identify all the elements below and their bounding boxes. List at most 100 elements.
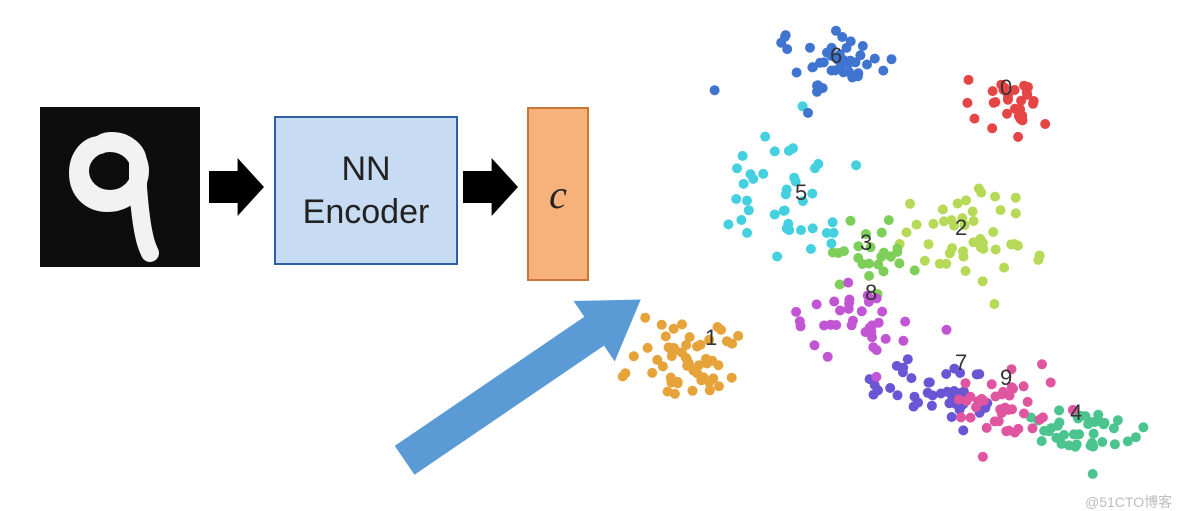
scatter-dot	[772, 252, 782, 262]
cluster-label: 9	[1000, 365, 1012, 390]
scatter-dot	[716, 325, 726, 335]
scatter-dot	[853, 71, 863, 81]
svg-overlay: 6052381794	[0, 0, 1184, 511]
scatter-dot	[910, 265, 920, 275]
pointer-arrow-icon	[395, 300, 640, 474]
scatter-dot	[990, 97, 1000, 107]
scatter-dot	[1016, 96, 1026, 106]
scatter-dot	[991, 245, 1001, 255]
scatter-dot	[710, 85, 720, 95]
scatter-dot	[877, 307, 887, 317]
scatter-dot	[1019, 381, 1029, 391]
scatter-dot	[845, 56, 855, 66]
scatter-dot	[999, 263, 1009, 273]
scatter-dot	[643, 343, 653, 353]
scatter-dot	[927, 401, 937, 411]
scatter-dot	[920, 256, 930, 266]
scatter-dot	[813, 159, 823, 169]
scatter-dot	[839, 246, 849, 256]
scatter-dot	[807, 189, 817, 199]
scatter-dot	[1007, 404, 1017, 414]
scatter-dot	[791, 307, 801, 317]
scatter-dot	[982, 423, 992, 433]
scatter-dot	[640, 313, 650, 323]
scatter-dot	[1028, 423, 1038, 433]
scatter-dot	[974, 369, 984, 379]
scatter-dot	[988, 227, 998, 237]
flow-arrow-icon	[463, 158, 518, 216]
scatter-dot	[796, 225, 806, 235]
scatter-dot	[813, 80, 823, 90]
scatter-dot	[714, 381, 724, 391]
scatter-dot	[858, 41, 868, 51]
scatter-dot	[978, 276, 988, 286]
scatter-dot	[923, 388, 933, 398]
scatter-dot	[1100, 418, 1110, 428]
scatter-dot	[924, 378, 934, 388]
cluster-label: 8	[865, 280, 877, 305]
scatter-dot	[782, 185, 792, 195]
scatter-dot	[1035, 251, 1045, 261]
scatter-dot	[956, 412, 966, 422]
scatter-dot	[826, 238, 836, 248]
watermark-text: @51CTO博客	[1085, 492, 1172, 511]
scatter-dot	[879, 266, 889, 276]
cluster-label: 7	[955, 350, 967, 375]
scatter-dot	[701, 354, 711, 364]
scatter-dot	[1093, 410, 1103, 420]
scatter-dot	[987, 379, 997, 389]
scatter-dot	[1013, 132, 1023, 142]
scatter-dot	[779, 206, 789, 216]
scatter-dot	[770, 210, 780, 220]
scatter-dot	[1038, 412, 1048, 422]
scatter-dot	[958, 425, 968, 435]
scatter-dot	[1074, 429, 1084, 439]
scatter-dot	[903, 354, 913, 364]
scatter-dot	[736, 215, 746, 225]
scatter-dot	[652, 355, 662, 365]
scatter-dot	[961, 266, 971, 276]
cluster-label: 6	[830, 43, 842, 68]
scatter-dot	[1097, 437, 1107, 447]
diagram-stage: NN Encoder c 6052381794 @51CTO博客	[0, 0, 1184, 511]
scatter-dot	[1015, 104, 1025, 114]
scatter-dot	[945, 248, 955, 258]
scatter-dot	[893, 390, 903, 400]
scatter-dot	[829, 228, 839, 238]
scatter-dot	[965, 392, 975, 402]
scatter-dot	[808, 223, 818, 233]
scatter-dot	[667, 343, 677, 353]
scatter-dot	[1023, 397, 1033, 407]
scatter-dot	[935, 259, 945, 269]
scatter-dot	[962, 98, 972, 108]
scatter-dot	[928, 219, 938, 229]
scatter-dot	[823, 352, 833, 362]
scatter-dot	[831, 320, 841, 330]
scatter-dot	[898, 336, 908, 346]
scatter-dot	[837, 32, 847, 42]
scatter-dot	[1110, 439, 1120, 449]
scatter-dot	[868, 342, 878, 352]
scatter-dot	[869, 390, 879, 400]
scatter-dot	[1022, 87, 1032, 97]
scatter-dot	[727, 339, 737, 349]
scatter-dot	[978, 238, 988, 248]
scatter-dot	[727, 373, 737, 383]
scatter-dot	[1113, 415, 1123, 425]
scatter-dot	[844, 295, 854, 305]
scatter-dot	[723, 219, 733, 229]
scatter-dot	[731, 194, 741, 204]
scatter-dot	[688, 386, 698, 396]
scatter-dot	[1037, 436, 1047, 446]
scatter-dot	[829, 297, 839, 307]
scatter-dot	[844, 67, 854, 77]
scatter-dot	[1028, 99, 1038, 109]
scatter-dot	[961, 378, 971, 388]
cluster-label: 4	[1070, 400, 1082, 425]
scatter-dot	[1001, 426, 1011, 436]
scatter-dot	[692, 342, 702, 352]
scatter-dot	[968, 207, 978, 217]
cluster-label: 2	[955, 215, 967, 240]
scatter-dot	[905, 199, 915, 209]
scatter-dot	[782, 44, 792, 54]
